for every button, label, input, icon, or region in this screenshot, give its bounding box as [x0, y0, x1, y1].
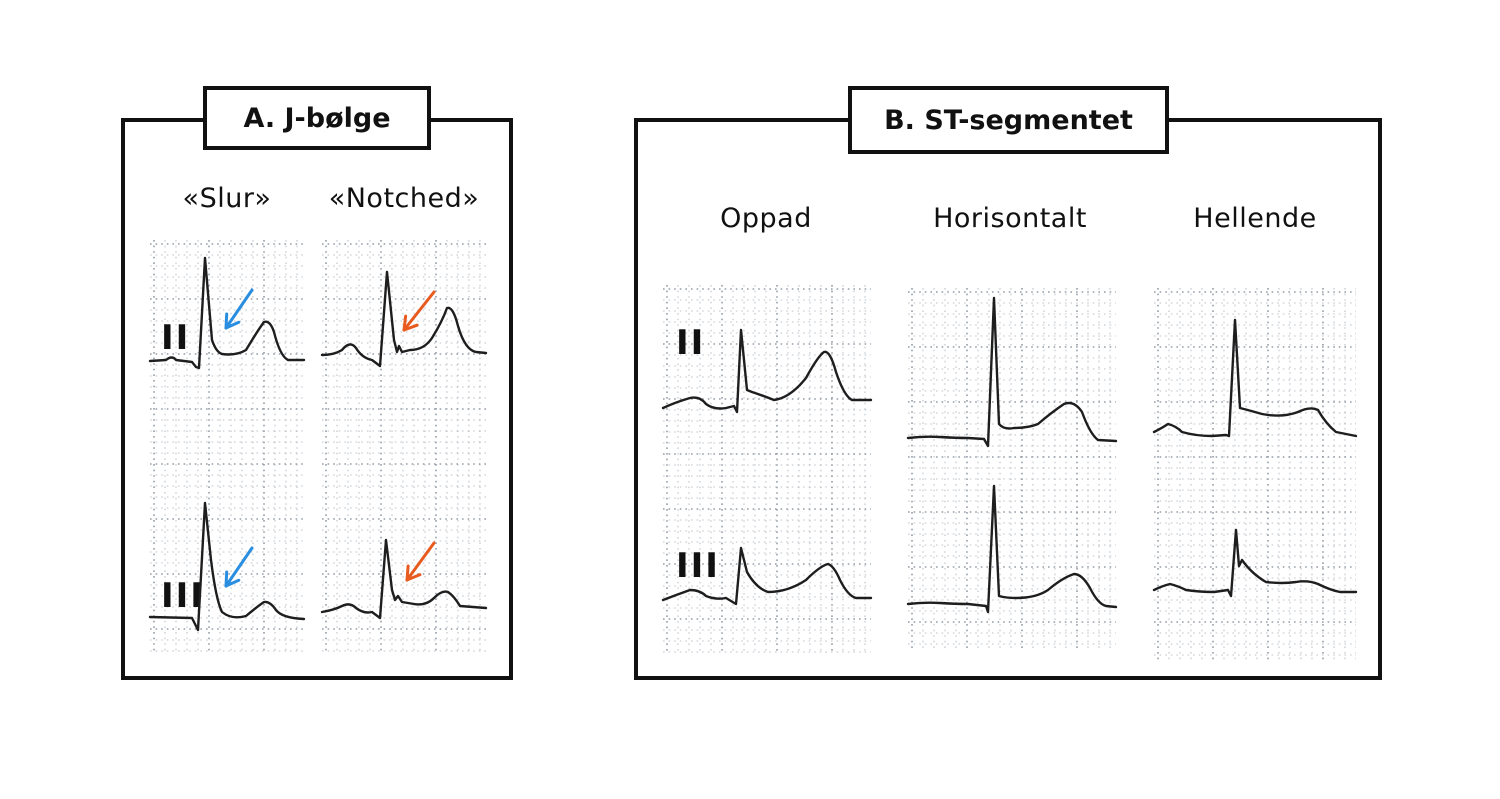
- trace-b-horis-ii: [906, 296, 1118, 448]
- panel-b-title: B. ST-segmentet: [848, 86, 1169, 154]
- panel-a-title: A. J-bølge: [203, 86, 431, 150]
- column-label-notched: «Notched»: [328, 183, 480, 214]
- column-label-horisontalt: Horisontalt: [933, 203, 1087, 234]
- trace-b-oppad-iii: [661, 546, 873, 606]
- lead-label-ii-b: II: [676, 323, 706, 363]
- trace-a-slur-iii: [148, 501, 306, 632]
- trace-b-horis-iii: [906, 484, 1118, 614]
- lead-label-ii-a: II: [161, 318, 191, 358]
- trace-a-notch-iii: [320, 538, 488, 620]
- trace-a-notch-ii: [320, 270, 488, 368]
- arrow-notched-iii: [405, 541, 436, 582]
- trace-a-slur-ii: [148, 256, 306, 370]
- lead-label-iii-b: III: [676, 546, 720, 586]
- column-label-hellende: Hellende: [1193, 203, 1317, 234]
- ecg-strip-hellende: [1154, 288, 1356, 660]
- panel-a-j-wave: [121, 118, 513, 680]
- ecg-grid: [908, 288, 1116, 650]
- ecg-strip-horisontalt: [908, 288, 1116, 650]
- arrow-notched-ii: [402, 290, 436, 332]
- column-label-oppad: Oppad: [720, 203, 812, 234]
- trace-b-oppad-ii: [661, 328, 873, 414]
- lead-label-iii-a: III: [161, 576, 205, 616]
- column-label-slur: «Slur»: [182, 183, 272, 214]
- arrow-slur-ii: [224, 288, 254, 330]
- arrow-slur-iii: [224, 546, 254, 588]
- ecg-grid: [1154, 288, 1356, 660]
- trace-b-hell-ii: [1152, 318, 1358, 438]
- trace-b-hell-iii: [1152, 528, 1358, 598]
